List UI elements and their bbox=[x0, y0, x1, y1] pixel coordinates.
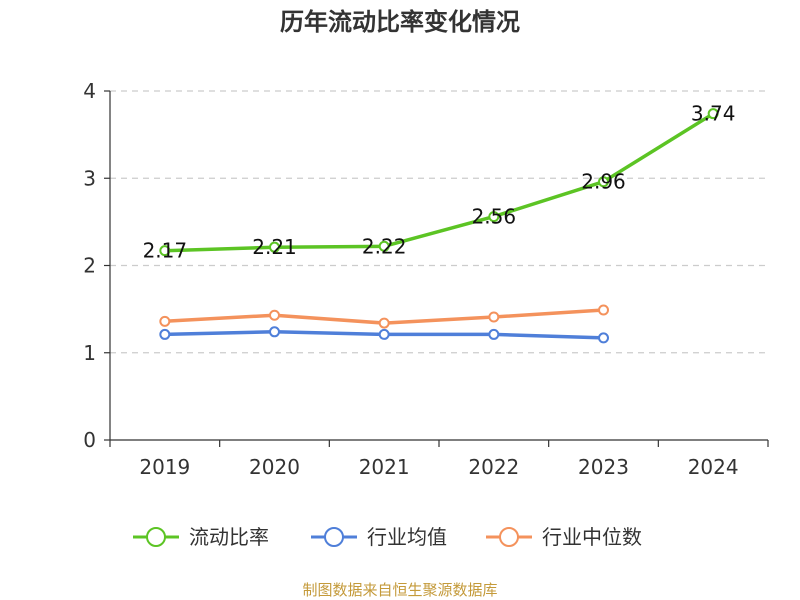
legend[interactable]: 流动比率 行业均值 行业中位数 bbox=[133, 525, 642, 549]
legend-label: 流动比率 bbox=[189, 525, 269, 549]
y-tick-label: 4 bbox=[83, 79, 96, 103]
y-tick-label: 0 bbox=[83, 428, 96, 452]
series-1-point-2020[interactable] bbox=[269, 326, 280, 338]
series-line-0 bbox=[163, 111, 715, 253]
y-tick-label: 2 bbox=[83, 254, 96, 278]
series-2-point-2021[interactable] bbox=[378, 317, 390, 329]
series-0-point-2024[interactable] bbox=[707, 108, 719, 120]
legend-item-0[interactable]: 流动比率 bbox=[133, 525, 269, 549]
x-tick-label-2024: 2024 bbox=[688, 455, 739, 479]
data-label-2022: 2.56 bbox=[472, 205, 517, 229]
grid-lines bbox=[110, 90, 768, 354]
data-label-2023: 2.96 bbox=[581, 170, 626, 194]
series-2-point-2020[interactable] bbox=[269, 309, 280, 321]
chart-title: 历年流动比率变化情况 bbox=[280, 8, 520, 36]
legend-marker-icon bbox=[499, 527, 519, 547]
x-tick-label-2022: 2022 bbox=[468, 455, 519, 479]
series-1-point-2023[interactable] bbox=[598, 332, 609, 344]
series-0-point-2023[interactable] bbox=[598, 176, 609, 188]
y-tick-label: 3 bbox=[83, 166, 96, 190]
series-0-point-2019[interactable] bbox=[159, 245, 171, 257]
x-tick-label-2019: 2019 bbox=[139, 455, 190, 479]
axes: 0 1 2 3 4 2019 2020 2021 2022 2023 2024 bbox=[83, 79, 769, 479]
y-tick-label: 1 bbox=[83, 341, 96, 365]
data-label-2019: 2.17 bbox=[143, 239, 188, 263]
x-tick-label-2023: 2023 bbox=[578, 455, 629, 479]
legend-label: 行业均值 bbox=[367, 525, 447, 549]
data-labels: 2.17 2.21 2.22 2.56 2.96 3.74 bbox=[143, 102, 736, 263]
legend-marker-icon bbox=[146, 527, 166, 547]
series-0-point-2022[interactable] bbox=[488, 211, 500, 223]
x-tick-label-2021: 2021 bbox=[359, 455, 410, 479]
legend-item-1[interactable]: 行业均值 bbox=[311, 525, 447, 549]
legend-label: 行业中位数 bbox=[542, 525, 642, 549]
series-2-point-2023[interactable] bbox=[598, 304, 609, 316]
x-tick-label-2020: 2020 bbox=[249, 455, 300, 479]
series-0-point-2021[interactable] bbox=[378, 240, 390, 252]
series-0-point-2020[interactable] bbox=[269, 241, 280, 253]
legend-item-2[interactable]: 行业中位数 bbox=[486, 525, 642, 549]
series-2-point-2019[interactable] bbox=[159, 315, 171, 327]
series-1-point-2019[interactable] bbox=[159, 328, 171, 340]
series-2-point-2022[interactable] bbox=[488, 311, 500, 323]
series-1-point-2021[interactable] bbox=[378, 328, 390, 340]
series-1-point-2022[interactable] bbox=[488, 328, 500, 340]
legend-marker-icon bbox=[324, 527, 344, 547]
source-footer: 制图数据来自恒生聚源数据库 bbox=[302, 581, 497, 599]
series-group bbox=[159, 108, 719, 344]
data-label-2021: 2.22 bbox=[362, 234, 407, 258]
data-label-2024: 3.74 bbox=[691, 102, 736, 126]
data-label-2020: 2.21 bbox=[252, 235, 297, 259]
